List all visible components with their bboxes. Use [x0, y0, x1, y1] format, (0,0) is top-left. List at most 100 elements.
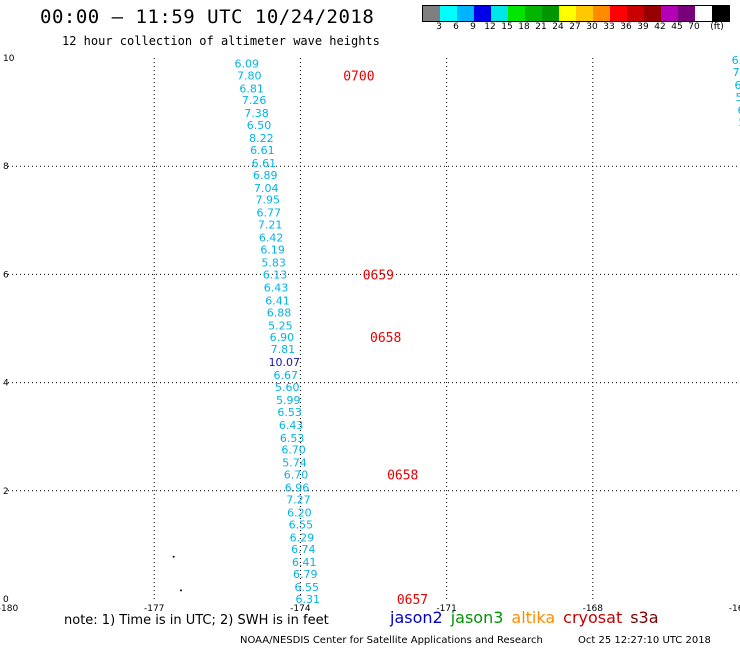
colorbar-swatch [661, 6, 678, 21]
wave-height-value: 6.77 [256, 207, 281, 220]
colorbar-label: 24 [552, 22, 564, 32]
colorbar-label: 12 [484, 22, 496, 32]
colorbar-unit: (ft) [710, 22, 724, 32]
data-dot [180, 589, 183, 592]
colorbar-label: 42 [654, 22, 666, 32]
colorbar-swatch [593, 6, 610, 21]
wave-height-value: 6.61 [250, 144, 275, 157]
legend-item-cryosat: cryosat [563, 608, 623, 627]
time-label: 0657 [397, 593, 428, 608]
legend-item-jason3: jason3 [450, 608, 504, 627]
wave-height-value: 7.04 [254, 182, 279, 195]
wave-height-value: 6.42 [259, 232, 284, 245]
colorbar-label: 30 [586, 22, 598, 32]
wave-height-value: 6.88 [267, 306, 292, 319]
wave-height-value: 5.99 [276, 394, 301, 407]
chart-title: 00:00 — 11:59 UTC 10/24/2018 [40, 6, 375, 28]
wave-height-value: 6.90 [270, 331, 295, 344]
wave-height-value: 6.89 [253, 169, 278, 182]
colorbar-swatch [576, 6, 593, 21]
legend-item-altika: altika [511, 608, 556, 627]
wave-height-value: 6.55 [289, 518, 314, 531]
wave-height-value: 7.95 [255, 194, 280, 207]
colorbar-label: 45 [671, 22, 683, 32]
wave-height-value: 6.53 [280, 432, 305, 445]
wave-height-value: 6.43 [279, 419, 304, 432]
wave-height-value: 6.61 [252, 157, 277, 170]
wave-height-value: 6.41 [292, 556, 317, 569]
wave-height-value: 6.29 [290, 531, 315, 544]
x-tick-label: -180 [0, 604, 18, 614]
time-label: 0658 [387, 469, 418, 484]
colorbar-swatch [423, 6, 440, 21]
colorbar-label: 33 [603, 22, 615, 32]
credit-line: NOAA/NESDIS Center for Satellite Applica… [240, 635, 543, 646]
wave-height-value: 7.29 [733, 66, 740, 79]
wave-height-value: 6.50 [247, 119, 272, 132]
wave-height-value: 6.53 [277, 406, 302, 419]
wave-height-value: 7.38 [244, 107, 269, 120]
colorbar-swatch [525, 6, 542, 21]
colorbar-swatch [440, 6, 457, 21]
satellite-legend: jason2 jason3 altika cryosat s3a [390, 608, 667, 627]
generated-timestamp: Oct 25 12:27:10 UTC 2018 [578, 635, 711, 646]
wave-height-value: 7.26 [242, 94, 267, 107]
wave-height-value: 6.55 [294, 581, 319, 594]
time-label: 0658 [370, 331, 401, 346]
wave-height-value: 6.74 [291, 543, 316, 556]
wave-height-value: 6.81 [239, 82, 264, 95]
wave-height-value: 6.19 [260, 244, 285, 257]
colorbar-swatch [457, 6, 474, 21]
y-tick-label: 2 [3, 487, 9, 497]
colorbar-label: 39 [637, 22, 649, 32]
chart-subtitle: 12 hour collection of altimeter wave hei… [62, 34, 380, 48]
wave-height-value: 5.74 [282, 457, 307, 470]
wave-height-value: 6.96 [285, 482, 310, 495]
y-tick-label: 0 [3, 595, 9, 605]
colorbar-labels: 3 6 9 12 15 18 21 24 27 30 33 36 39 42 45 70 (ft) [422, 22, 740, 34]
wave-height-value: 6.70 [284, 469, 309, 482]
wave-height-value: 5.67 [736, 91, 740, 104]
wave-height-value: 6.15 [735, 79, 740, 92]
colorbar-label: 36 [620, 22, 632, 32]
x-tick-label: -177 [144, 604, 164, 614]
footer-note: note: 1) Time is in UTC; 2) SWH is in fe… [64, 613, 329, 628]
wave-height-value: 10.07 [269, 356, 301, 369]
colorbar-label: 15 [501, 22, 513, 32]
wave-height-value: 6.13 [263, 268, 288, 281]
colorbar-label: 27 [569, 22, 581, 32]
y-tick-label: 4 [3, 379, 9, 389]
wave-height-value: 6.31 [295, 593, 320, 606]
colorbar-swatch [508, 6, 525, 21]
time-label: 0659 [363, 268, 394, 283]
wave-height-value: 6.20 [287, 506, 312, 519]
colorbar-swatch [712, 6, 729, 21]
x-tick-label: -171 [436, 604, 456, 614]
colorbar-label: 70 [688, 22, 700, 32]
wave-height-value: 6.43 [264, 281, 289, 294]
x-tick-label: -174 [290, 604, 311, 614]
legend-item-s3a: s3a [630, 608, 659, 627]
y-tick-label: 6 [3, 270, 9, 280]
data-dot [172, 555, 175, 558]
colorbar-swatch [678, 6, 695, 21]
y-tick-label: 10 [3, 54, 15, 64]
colorbar-swatch [610, 6, 627, 21]
colorbar-swatch [627, 6, 644, 21]
colorbar-swatch [559, 6, 576, 21]
wave-height-value: 6.79 [293, 568, 318, 581]
colorbar-label: 21 [535, 22, 547, 32]
wave-height-value: 7.21 [258, 219, 283, 232]
colorbar-swatch [695, 6, 712, 21]
wave-height-value: 6.32 [732, 54, 740, 67]
wave-height-value: 8.22 [249, 132, 274, 145]
colorbar-swatch [474, 6, 491, 21]
wave-height-value: 5.60 [275, 381, 300, 394]
colorbar-label: 9 [470, 22, 476, 32]
colorbar-label: 6 [453, 22, 459, 32]
wave-height-value: 6.41 [265, 294, 290, 307]
wave-height-value: 5.25 [268, 319, 293, 332]
legend-item-jason2: jason2 [390, 608, 443, 627]
wave-height-value: 5.83 [261, 256, 286, 269]
